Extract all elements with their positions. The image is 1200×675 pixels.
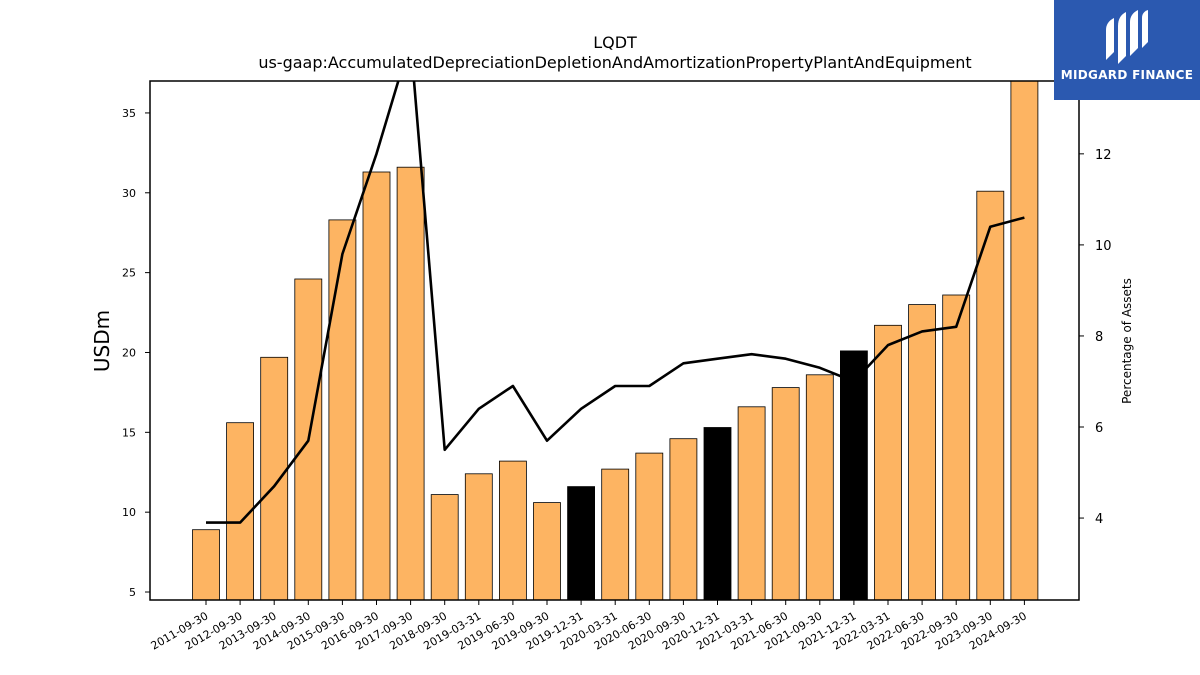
- logo-text: MIDGARD FINANCE: [1060, 68, 1194, 82]
- chart-title: LQDT: [593, 33, 637, 52]
- bar-2016-09-30: [362, 171, 391, 601]
- right-axis: 4 6 8 10 12: [1079, 148, 1112, 527]
- bar-2018-09-30: [430, 494, 459, 601]
- bar-2022-09-30: [942, 294, 971, 601]
- y-tick-label: 20: [122, 346, 136, 359]
- bar-2021-06-30: [771, 387, 800, 601]
- y-axis-label: USDm: [90, 310, 114, 372]
- y-tick-label: 10: [122, 506, 136, 519]
- y2-tick-label: 10: [1095, 239, 1112, 254]
- bar-2015-09-30: [328, 219, 357, 601]
- y-tick-label: 5: [129, 586, 136, 599]
- logo-mark-icon: [1106, 10, 1148, 64]
- chart-subtitle: us-gaap:AccumulatedDepreciationDepletion…: [258, 53, 971, 72]
- bar-2019-06-30: [498, 460, 527, 601]
- bar-2022-06-30: [908, 304, 936, 601]
- bar-2020-06-30: [635, 452, 664, 601]
- y2-tick-label: 12: [1095, 148, 1112, 163]
- midgard-finance-logo: MIDGARD FINANCE: [1054, 0, 1200, 100]
- bar-2019-12-31: [567, 486, 595, 601]
- y2-tick-label: 8: [1095, 330, 1103, 345]
- percentage-of-assets-line: [206, 81, 1025, 524]
- x-axis: 2011-09-302012-09-302013-09-302014-09-30…: [149, 600, 1029, 653]
- y2-axis-label: Percentage of Assets: [1120, 278, 1134, 404]
- bar-2021-03-31: [737, 406, 766, 601]
- bar-2020-09-30: [669, 438, 698, 601]
- bar-2022-03-31: [874, 324, 902, 601]
- bar-2013-09-30: [260, 356, 289, 601]
- bar-2023-09-30: [976, 190, 1005, 601]
- y-tick-label: 15: [122, 426, 136, 439]
- bar-2019-03-31: [464, 473, 493, 601]
- y2-tick-label: 6: [1095, 421, 1103, 436]
- bar-2017-09-30: [396, 166, 425, 601]
- bar-2024-09-30: [1010, 80, 1039, 601]
- bar-2020-03-31: [601, 468, 630, 601]
- bar-2021-09-30: [805, 374, 834, 601]
- y2-tick-label: 4: [1095, 512, 1103, 527]
- plot-frame: [149, 80, 1080, 601]
- bar-2020-12-31: [703, 427, 732, 601]
- y-tick-label: 25: [122, 267, 136, 280]
- line-layer: [206, 81, 1025, 524]
- bar-2019-09-30: [533, 502, 561, 601]
- bar-2021-12-31: [840, 350, 868, 601]
- y-tick-label: 35: [122, 107, 136, 120]
- y-tick-label: 30: [122, 187, 136, 200]
- left-axis: 5 10 15 20 25 30 35: [122, 107, 150, 599]
- bar-2011-09-30: [192, 529, 220, 601]
- bars-layer: [192, 80, 1039, 601]
